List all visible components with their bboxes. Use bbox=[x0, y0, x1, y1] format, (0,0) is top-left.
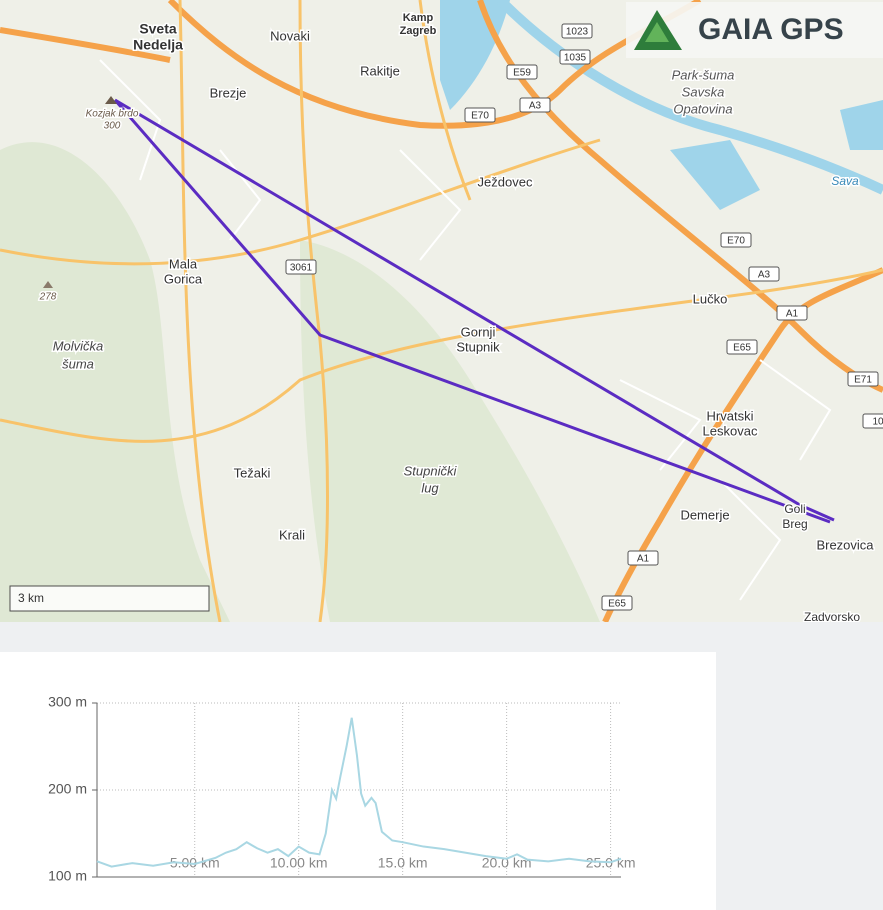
forest bbox=[300, 240, 600, 622]
brand-logo bbox=[645, 22, 669, 42]
road-shield bbox=[726, 339, 758, 355]
x-tick-label: 20.0 km bbox=[482, 855, 532, 871]
y-tick-label: 300 m bbox=[48, 694, 87, 710]
place-label: Gorica bbox=[164, 271, 203, 286]
place-label: 300 bbox=[104, 121, 121, 132]
y-tick-label: 100 m bbox=[48, 868, 87, 884]
place-label: Hrvatski bbox=[707, 408, 754, 423]
place-label: Mala bbox=[169, 256, 198, 271]
place-label: Opatovina bbox=[673, 101, 732, 116]
road-shield bbox=[285, 259, 317, 275]
road-shield bbox=[720, 232, 752, 248]
place-label: Brezovica bbox=[816, 537, 874, 552]
x-tick-label: 5.00 km bbox=[170, 855, 220, 871]
scale-label: 3 km bbox=[18, 591, 44, 605]
road-shield-label: 3061 bbox=[290, 263, 313, 274]
road-shield bbox=[559, 49, 591, 65]
streets bbox=[99, 59, 832, 601]
road-shield bbox=[561, 23, 593, 39]
place-label: Goli bbox=[784, 502, 805, 516]
road-shield bbox=[601, 595, 633, 611]
place-label: Novaki bbox=[270, 28, 310, 43]
scale-bar bbox=[9, 585, 210, 612]
brand-name: GAIA GPS bbox=[698, 13, 844, 46]
road-shield-label: E65 bbox=[733, 343, 751, 354]
place-label: Savska bbox=[682, 84, 725, 99]
place-label: šuma bbox=[62, 356, 94, 371]
road-shield-label: 10 bbox=[872, 417, 883, 428]
place-label: Rakitje bbox=[360, 63, 400, 78]
roads bbox=[0, 0, 883, 622]
place-label: Krali bbox=[279, 527, 305, 542]
road-shield-label: A1 bbox=[637, 554, 650, 565]
place-label: Demerje bbox=[680, 507, 729, 522]
route bbox=[113, 98, 835, 524]
road-shield bbox=[506, 64, 538, 80]
road-shield-label: 1035 bbox=[564, 53, 587, 64]
place-label: 278 bbox=[39, 292, 57, 303]
road-shield bbox=[847, 371, 879, 387]
elevation-line bbox=[96, 717, 622, 868]
place-label: Sava bbox=[831, 174, 859, 188]
place-label: Gornji bbox=[461, 324, 496, 339]
road-shield-label: 1023 bbox=[566, 27, 589, 38]
forest bbox=[0, 142, 230, 622]
road-shield bbox=[464, 107, 496, 123]
place-label: Kozjak brdo bbox=[86, 109, 139, 120]
place-label: Lučko bbox=[693, 291, 728, 306]
road-shield bbox=[776, 305, 808, 321]
place-label: Težaki bbox=[234, 465, 271, 480]
road-shield bbox=[862, 413, 883, 429]
road-shield-label: E70 bbox=[471, 111, 489, 122]
place-label: lug bbox=[421, 480, 439, 495]
road-shield bbox=[519, 97, 551, 113]
lake bbox=[840, 100, 883, 150]
place-label: Nedelja bbox=[133, 37, 183, 53]
road-shield-label: E65 bbox=[608, 599, 626, 610]
road-shield-label: E59 bbox=[513, 68, 531, 79]
place-label: Zagreb bbox=[400, 25, 437, 37]
road-shield-label: A1 bbox=[786, 309, 799, 320]
peak-icon bbox=[43, 281, 53, 288]
road-shield-label: E70 bbox=[727, 236, 745, 247]
place-label: Kamp bbox=[403, 12, 434, 24]
road-shield-label: A3 bbox=[758, 270, 771, 281]
elevation-chart: 100 m 200 m 300 m 5.00 km 10.00 km 15.0 km 20.… bbox=[48, 694, 635, 884]
road-shield-label: A3 bbox=[529, 101, 542, 112]
highways bbox=[0, 0, 883, 622]
place-label: Zadvorsko bbox=[804, 610, 860, 624]
place-label: Park-šuma bbox=[672, 67, 735, 82]
road-shield-label: E71 bbox=[854, 375, 872, 386]
place-label: Breg bbox=[782, 517, 807, 531]
place-label: Stupnički bbox=[404, 463, 458, 478]
x-tick-label: 15.0 km bbox=[378, 855, 428, 871]
y-tick-label: 200 m bbox=[48, 781, 87, 797]
place-label: Leskovac bbox=[703, 423, 758, 438]
lake bbox=[670, 140, 760, 210]
place-label: Ježdovec bbox=[478, 174, 533, 189]
river bbox=[496, 0, 883, 195]
peak-icon bbox=[105, 96, 117, 104]
road-shield bbox=[748, 266, 780, 282]
place-label: Stupnik bbox=[456, 339, 500, 354]
x-tick-label: 10.00 km bbox=[270, 855, 328, 871]
place-label: Molvička bbox=[53, 338, 104, 353]
place-label: Brezje bbox=[210, 85, 247, 100]
road-shield bbox=[627, 550, 659, 566]
place-label: Sveta bbox=[139, 21, 177, 37]
elevation-panel bbox=[0, 652, 716, 910]
